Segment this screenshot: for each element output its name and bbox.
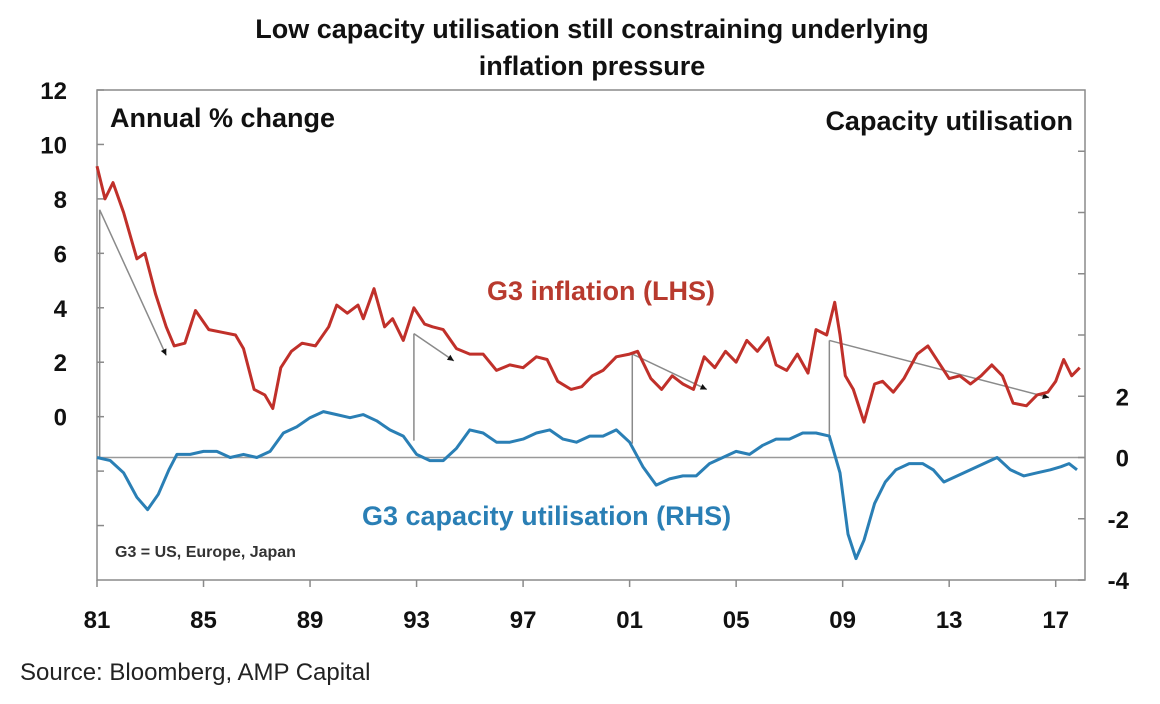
right-tick-label: 0 — [1116, 446, 1129, 473]
left-tick-label: 10 — [40, 132, 67, 159]
x-tick-label: 85 — [190, 607, 217, 634]
annotation-trend-line — [829, 339, 1050, 399]
capacity-line — [96, 410, 1078, 561]
x-tick-label: 93 — [403, 607, 430, 634]
annotation-arrowhead — [446, 354, 454, 361]
series-lines — [95, 165, 1081, 561]
inflation-series-label: G3 inflation (LHS) — [487, 276, 715, 306]
annotation-arrowhead — [160, 348, 167, 356]
g3-note: G3 = US, Europe, Japan — [115, 544, 296, 561]
chart-title-line-1: Low capacity utilisation still constrain… — [255, 14, 929, 44]
right-axis-label: Capacity utilisation — [825, 106, 1073, 136]
annotation-trend-line — [413, 333, 455, 362]
right-tick-label: 2 — [1116, 384, 1129, 411]
x-tick-label: 13 — [936, 607, 963, 634]
left-tick-label: 6 — [54, 241, 67, 268]
x-tick-label: 17 — [1042, 607, 1069, 634]
annotation-trend-line — [98, 209, 167, 356]
left-tick-label: 0 — [54, 405, 67, 432]
left-tick-label: 4 — [54, 296, 68, 323]
chart-title-line-2: inflation pressure — [479, 51, 706, 81]
x-tick-label: 97 — [510, 607, 537, 634]
left-tick-label: 2 — [54, 350, 67, 377]
axes: 12 10 8 6 4 2 0 2 0 -2 -4 81 85 89 93 97 01 05 09 13 17 — [40, 78, 1129, 634]
annotations — [98, 209, 1050, 458]
annotation-arrowhead — [699, 383, 707, 390]
right-tick-label: -2 — [1108, 507, 1129, 534]
left-tick-label: 12 — [40, 78, 67, 105]
x-tick-label: 01 — [616, 607, 643, 634]
left-axis-label: Annual % change — [110, 103, 335, 133]
left-tick-label: 8 — [54, 187, 67, 214]
x-tick-label: 89 — [297, 607, 324, 634]
capacity-series-label: G3 capacity utilisation (RHS) — [362, 501, 731, 531]
source-note: Source: Bloomberg, AMP Capital — [20, 659, 370, 686]
x-tick-label: 09 — [829, 607, 856, 634]
x-tick-label: 81 — [84, 607, 111, 634]
x-tick-label: 05 — [723, 607, 750, 634]
right-tick-label: -4 — [1108, 568, 1130, 595]
inflation-line — [95, 165, 1081, 424]
